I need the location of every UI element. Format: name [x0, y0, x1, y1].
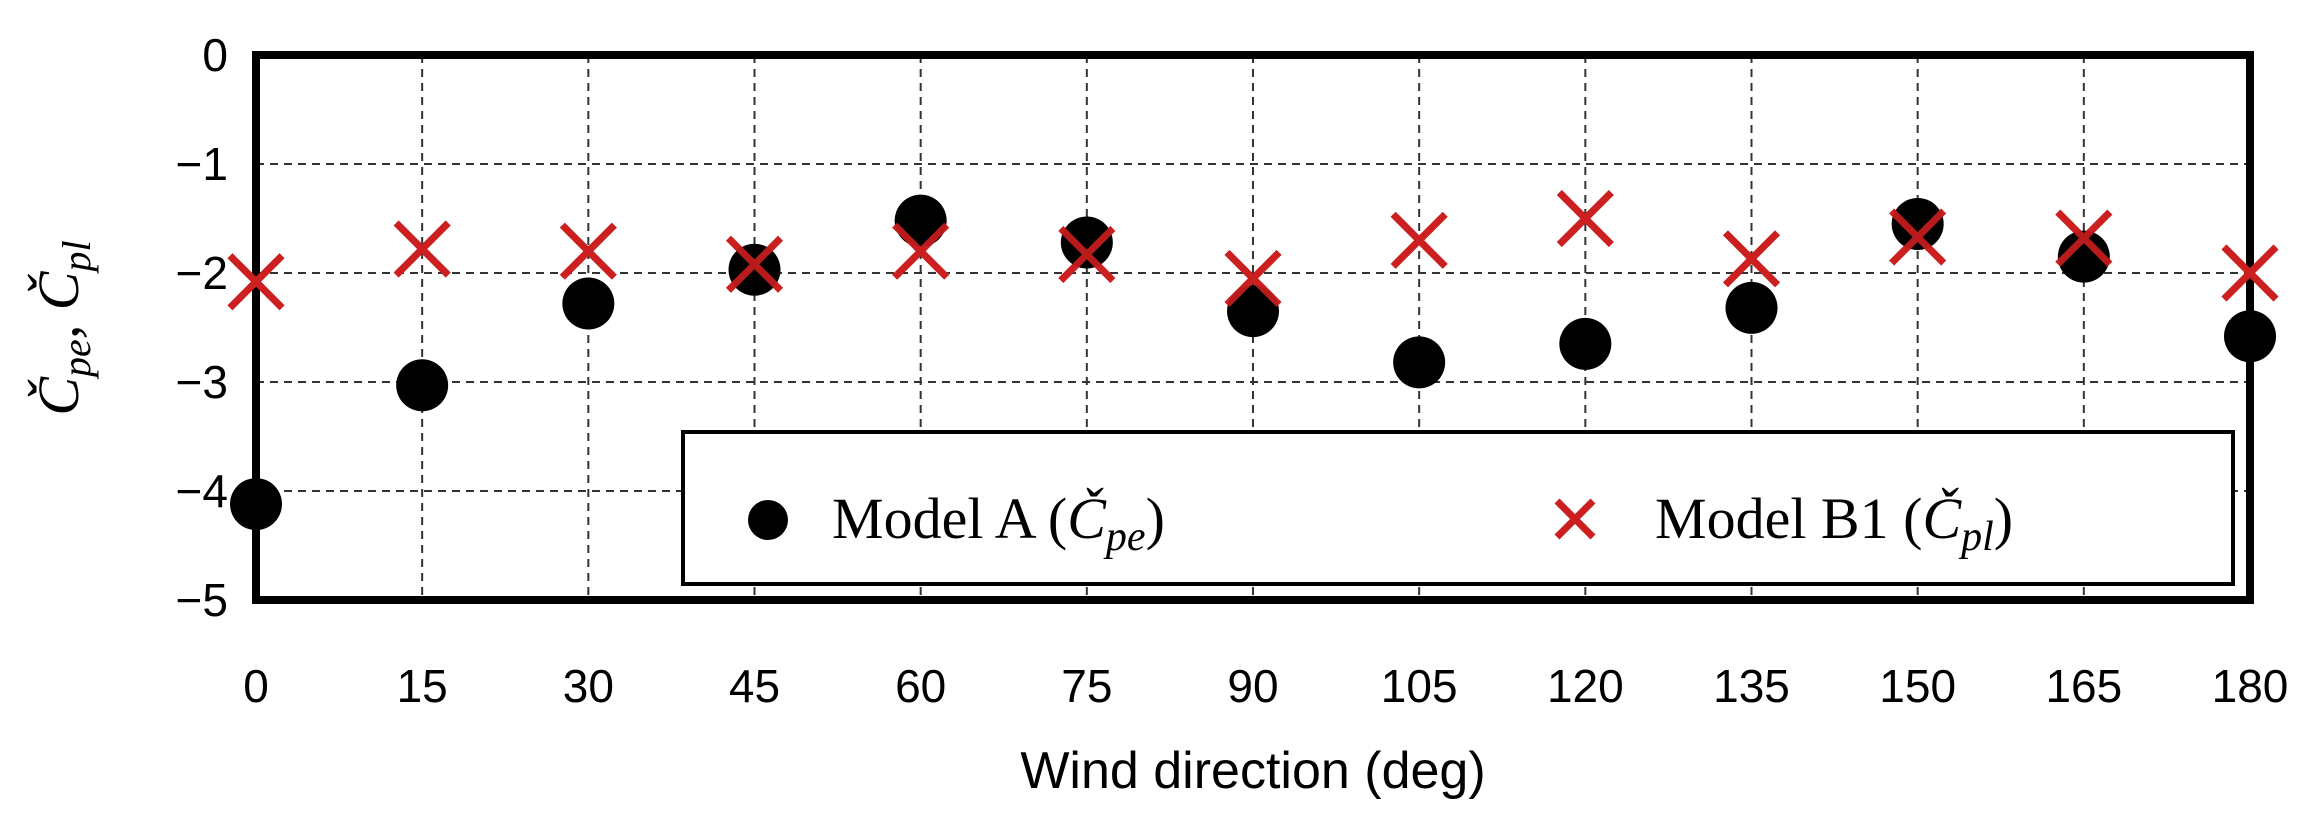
- legend-label-model-b1-symbol: Č: [1922, 486, 1962, 551]
- legend: Model A (Čpe) Model B1 (Čpl): [681, 430, 2235, 586]
- x-tick-label: 45: [729, 660, 780, 712]
- data-point-model-a: [728, 243, 781, 296]
- y-tick-label: −2: [176, 247, 228, 299]
- data-point-model-b1-overlay: [1556, 190, 1614, 247]
- data-point-model-b1-overlay: [892, 222, 950, 280]
- legend-label-model-a-prefix: Model A (: [832, 486, 1067, 551]
- data-point-x-stroke: [2221, 244, 2279, 302]
- data-point-model-a: [1559, 317, 1612, 370]
- legend-item-model-b1: Model B1 (Čpl): [1554, 486, 2013, 560]
- data-point-x-stroke: [1224, 249, 1282, 307]
- y-tick-label: −4: [176, 465, 228, 517]
- legend-item-model-a: Model A (Čpe): [748, 486, 1165, 560]
- data-point-model-b1-overlay: [2221, 244, 2279, 302]
- data-point-model-b1-overlay: [2055, 209, 2113, 267]
- y-tick-label: −3: [176, 356, 228, 408]
- data-point-model-b1-overlay: [1723, 230, 1780, 288]
- svg-text:Model A (Čpe): Model A (Čpe): [832, 486, 1165, 560]
- legend-label-model-b1-prefix: Model B1 (: [1655, 486, 1922, 551]
- data-point-model-a: [230, 478, 282, 531]
- legend-label-model-b1-suffix: ): [1994, 486, 2013, 551]
- data-point-model-a: [1227, 285, 1279, 338]
- legend-label-model-a-subscript: pe: [1103, 514, 1146, 560]
- data-point-x-stroke: [393, 220, 451, 278]
- legend-marker-circle: [748, 500, 788, 540]
- data-point-model-b1-overlay: [1058, 225, 1116, 283]
- data-point-x-stroke: [892, 222, 950, 280]
- data-point-model-a: [894, 194, 947, 247]
- x-tick-label: 30: [563, 660, 614, 712]
- data-point-x-stroke: [1723, 230, 1780, 288]
- legend-label-model-b1-subscript: pl: [1958, 514, 1994, 560]
- data-point-x-stroke: [1556, 190, 1614, 247]
- data-marks: [227, 190, 2279, 531]
- data-point-model-a: [1725, 281, 1778, 334]
- data-point-model-b1-overlay: [726, 235, 783, 293]
- data-point-model-a: [1393, 336, 1446, 389]
- x-tick-label: 75: [1061, 660, 1112, 712]
- data-point-model-a: [396, 359, 449, 412]
- x-tick-label: 105: [1381, 660, 1458, 712]
- x-tick-label: 0: [243, 660, 269, 712]
- y-axis-subscript-2: pl: [54, 240, 99, 274]
- x-tick-label: 120: [1547, 660, 1624, 712]
- data-point-x-stroke: [1889, 208, 1947, 266]
- x-tick-label: 165: [2045, 660, 2122, 712]
- data-point-model-b1-overlay: [227, 253, 285, 311]
- y-tick-label: −1: [176, 138, 228, 190]
- y-axis-title: Čpe, Čpl: [26, 240, 99, 415]
- data-point-x-stroke: [1058, 225, 1116, 283]
- data-point-x-stroke: [227, 253, 285, 311]
- y-axis-separator: ,: [26, 310, 91, 339]
- svg-text:Model B1 (Čpl): Model B1 (Čpl): [1655, 486, 2013, 560]
- y-tick-label: 0: [202, 29, 228, 81]
- data-point-model-a: [2224, 310, 2276, 363]
- y-tick-labels: 0 −1 −2 −3 −4 −5: [176, 29, 228, 626]
- data-point-x-stroke: [726, 235, 783, 293]
- x-tick-label: 180: [2212, 660, 2289, 712]
- data-point-model-b1-overlay: [559, 222, 617, 280]
- y-axis-symbol-1: Č: [26, 376, 91, 416]
- data-point-model-a: [562, 277, 615, 330]
- svg-text:Čpe, Čpl: Čpe, Čpl: [26, 240, 99, 415]
- x-tick-labels: 0 15 30 45 60 75 90 105 120 135 150 165 180: [243, 660, 2288, 712]
- x-tick-label: 135: [1713, 660, 1790, 712]
- legend-marker-x: [1554, 498, 1596, 540]
- legend-label-model-a-suffix: ): [1146, 486, 1165, 551]
- y-tick-label: −5: [176, 574, 228, 626]
- x-axis-title: Wind direction (deg): [1020, 742, 1485, 800]
- x-tick-label: 150: [1879, 660, 1956, 712]
- x-tick-label: 60: [895, 660, 946, 712]
- legend-label-model-a-symbol: Č: [1067, 486, 1107, 551]
- x-tick-label: 90: [1227, 660, 1278, 712]
- data-point-model-b1-overlay: [1889, 208, 1947, 266]
- data-point-model-a: [1891, 197, 1944, 250]
- data-point-model-b1-overlay: [1390, 211, 1448, 269]
- legend-box: [681, 430, 2235, 586]
- data-point-model-b1-overlay: [393, 220, 451, 278]
- data-point-x-stroke: [559, 222, 617, 280]
- y-axis-subscript-1: pe: [54, 339, 99, 380]
- x-tick-label: 15: [397, 660, 448, 712]
- data-point-model-b1-overlay: [1224, 249, 1282, 307]
- data-point-model-a: [1060, 216, 1113, 269]
- y-axis-symbol-2: Č: [26, 270, 91, 310]
- data-point-x-stroke: [2055, 209, 2113, 267]
- data-point-model-a: [2057, 230, 2110, 283]
- data-point-x-stroke: [1390, 211, 1448, 269]
